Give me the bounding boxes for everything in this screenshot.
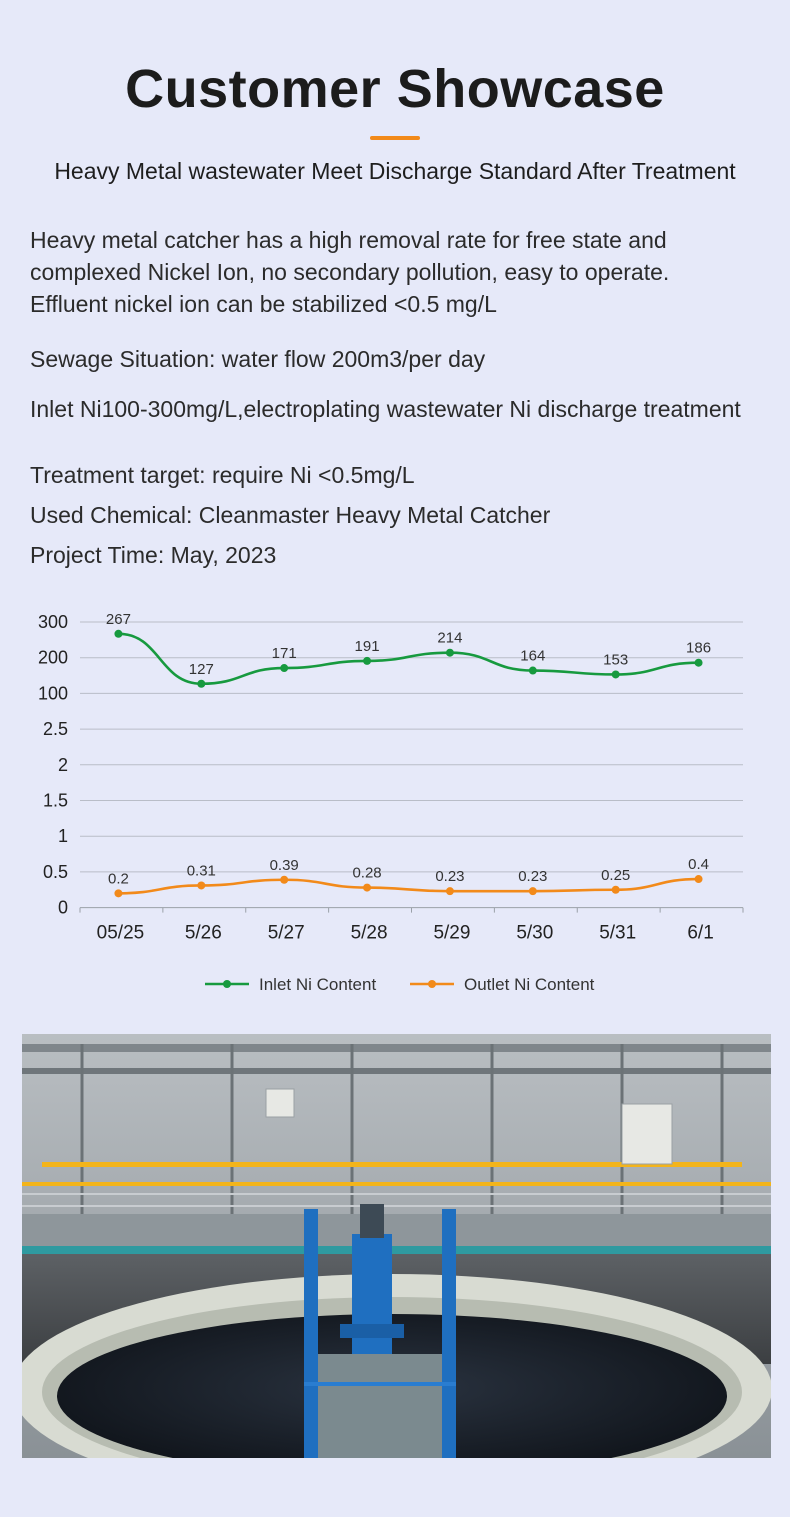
data-label: 0.25 — [601, 867, 630, 884]
page-title: Customer Showcase — [125, 59, 665, 119]
clarifier-tank-photo — [22, 1034, 771, 1458]
data-point — [280, 875, 289, 884]
treatment-target: Treatment target: require Ni <0.5mg/L — [30, 462, 415, 488]
chart-gridlines — [80, 621, 743, 909]
data-point — [197, 679, 206, 688]
data-point — [280, 664, 289, 673]
chart-x-ticks: 05/25 5/26 5/27 5/28 5/29 5/30 5/31 6/1 — [79, 907, 744, 944]
data-label: 0.4 — [688, 856, 709, 873]
data-label: 186 — [686, 640, 711, 657]
data-label: 127 — [189, 661, 214, 678]
data-point — [694, 658, 703, 667]
legend-marker — [223, 980, 231, 988]
data-point — [445, 648, 454, 657]
data-label: 164 — [520, 648, 545, 665]
data-point — [197, 881, 206, 890]
inlet-info: Inlet Ni100-300mg/L,electroplating waste… — [30, 396, 741, 422]
data-point — [528, 887, 537, 896]
y-tick-label: 1 — [58, 826, 68, 846]
data-label: 0.23 — [518, 868, 547, 885]
title-underline — [370, 136, 420, 140]
data-point — [363, 656, 372, 665]
data-label: 191 — [355, 638, 380, 655]
y-tick-label: 0 — [58, 898, 68, 918]
legend-marker — [428, 980, 436, 988]
sewage-situation: Sewage Situation: water flow 200m3/per d… — [30, 346, 486, 372]
data-label: 214 — [437, 630, 462, 647]
data-point — [694, 875, 703, 884]
x-tick-label: 5/26 — [185, 923, 222, 944]
x-tick-label: 5/28 — [351, 923, 388, 944]
y-tick-label: 1.5 — [43, 791, 68, 811]
series-outlet: 0.2 0.31 0.39 0.28 0.23 0.23 0.25 0.4 — [108, 856, 709, 898]
data-point — [363, 883, 372, 892]
x-tick-label: 05/25 — [97, 923, 145, 944]
data-label: 0.23 — [435, 868, 464, 885]
page-subtitle: Heavy Metal wastewater Meet Discharge St… — [54, 158, 736, 184]
x-tick-label: 5/31 — [599, 923, 636, 944]
data-point — [114, 629, 123, 638]
data-point — [528, 666, 537, 675]
data-label: 0.31 — [187, 862, 216, 879]
legend-label: Outlet Ni Content — [464, 975, 595, 994]
y-tick-label: 2 — [58, 755, 68, 775]
description-text: Heavy metal catcher has a high removal r… — [30, 227, 670, 317]
data-label: 267 — [106, 611, 131, 628]
x-tick-label: 5/29 — [433, 923, 470, 944]
data-label: 0.28 — [352, 865, 381, 882]
chart-y-ticks: 0 0.5 1 1.5 2 2.5 100 200 300 — [38, 612, 68, 918]
ni-content-line-chart: 0 0.5 1 1.5 2 2.5 100 200 300 05/25 5/26 5/27 5/28 5… — [38, 611, 744, 994]
legend-label: Inlet Ni Content — [259, 975, 376, 994]
series-inlet: 267 127 171 191 214 164 153 186 — [106, 611, 711, 688]
data-label: 0.2 — [108, 870, 129, 887]
x-tick-label: 5/30 — [516, 923, 553, 944]
y-tick-label: 100 — [38, 683, 68, 703]
data-label: 153 — [603, 651, 628, 668]
chart-legend: Inlet Ni Content Outlet Ni Content — [205, 975, 595, 994]
y-tick-label: 0.5 — [43, 862, 68, 882]
y-tick-label: 2.5 — [43, 719, 68, 739]
data-label: 171 — [272, 645, 297, 662]
data-point — [114, 889, 123, 898]
project-time: Project Time: May, 2023 — [30, 542, 277, 568]
data-point — [611, 670, 620, 679]
y-tick-label: 200 — [38, 648, 68, 668]
data-point — [445, 887, 454, 896]
series-line — [118, 877, 699, 895]
data-point — [611, 885, 620, 894]
data-label: 0.39 — [270, 857, 299, 874]
y-tick-label: 300 — [38, 612, 68, 632]
x-tick-label: 5/27 — [268, 923, 305, 944]
x-tick-label: 6/1 — [687, 923, 713, 944]
used-chemical: Used Chemical: Cleanmaster Heavy Metal C… — [30, 502, 551, 528]
